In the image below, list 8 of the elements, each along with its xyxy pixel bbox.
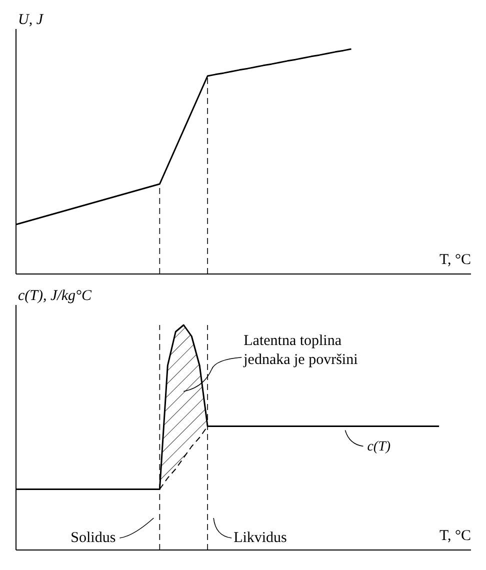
annotation: Solidus	[70, 530, 116, 546]
y-axis-title: U, J	[18, 12, 44, 28]
annotation: Latentna toplina jednaka je površini	[242, 333, 358, 368]
annotation: Likvidus	[234, 530, 288, 546]
legend-label: c(T)	[367, 439, 391, 454]
x-axis-title: T, °C	[439, 528, 471, 544]
x-axis-title: T, °C	[439, 252, 471, 268]
y-axis-title: c(T), J/kg°C	[18, 288, 92, 304]
